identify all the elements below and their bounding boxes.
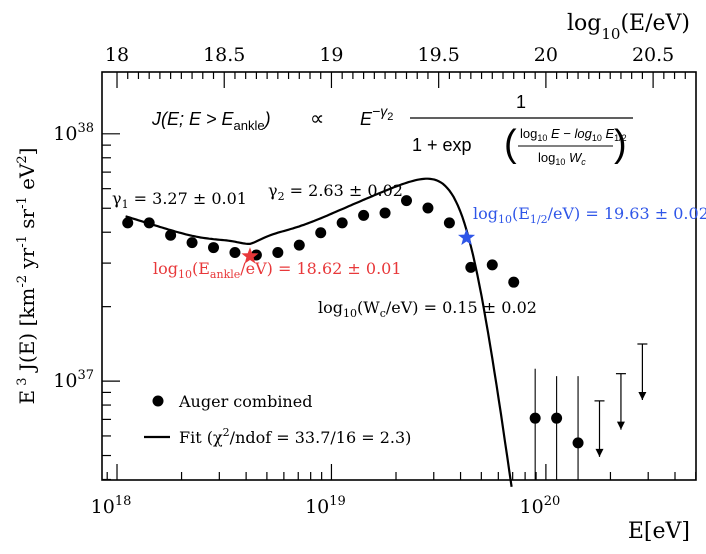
ankle-annotation: log10(Eankle/eV) = 18.62 ± 0.01 [153,259,402,281]
ehalf-annotation: log10(E1/2/eV) = 19.63 ± 0.02 [473,204,706,226]
axis-ticks [102,72,697,481]
data-point [165,229,177,241]
data-point [529,412,541,424]
formula: J(E; E > Eankle) ∝ E−γ2 1 1 + exp ( ) lo… [151,92,633,167]
ankle-star [241,247,259,264]
y-axis-tick-labels: 1037 1038 [53,121,94,392]
wc-annotation: log10(Wc/eV) = 0.15 ± 0.02 [318,298,537,320]
data-point [143,217,155,229]
data-point [401,195,413,207]
x-axis-tick-labels: 1018 1019 1020 [91,494,561,518]
formula-lhs: J(E; E > Eankle) [151,109,271,133]
data-point [508,276,520,288]
data-point [336,217,348,229]
upper-limit-arrowhead [638,392,647,400]
data-point [358,209,370,221]
formula-paren-right: ) [614,123,627,165]
top-tick-label: 19.5 [418,44,460,66]
data-point [443,217,455,229]
top-tick-label: 18.5 [203,44,245,66]
fit-curve-line [125,177,513,487]
ehalf-star [458,228,476,245]
upper-limit-arrows [594,343,648,457]
star-markers [241,228,476,264]
data-point [465,261,477,273]
x-tick-label: 1018 [91,494,132,518]
formula-numerator: 1 [516,92,526,112]
data-point [422,202,434,214]
data-point [186,237,198,249]
top-tick-label: 20.5 [632,44,674,66]
top-tick-label: 18 [105,44,129,66]
top-tick-label: 19 [319,44,343,66]
gamma1-annotation: γ1 = 3.27 ± 0.01 [112,189,247,211]
top-tick-label: 20 [534,44,558,66]
x-tick-label: 1020 [520,494,561,518]
formula-den-prefix: 1 + exp [412,135,472,155]
x-tick-label: 1019 [305,494,346,518]
x-axis-title: E[eV] [628,519,690,544]
top-axis-title: log10(E/eV) [567,11,690,43]
data-point [572,437,584,449]
data-point [229,247,241,259]
data-point [293,239,305,251]
data-points [122,195,584,449]
y-tick-label: 1038 [53,121,94,145]
top-axis-tick-labels: 18 18.5 19 19.5 20 20.5 [105,44,674,66]
legend-circle-marker [152,395,164,407]
plot-frame [101,71,697,481]
y-axis-title: E 3 J(E) [km-2 yr-1 sr-1 eV2] [15,148,39,405]
upper-limit-arrowhead [595,448,604,457]
data-point [551,412,563,424]
error-bars [534,368,579,480]
data-point [486,259,498,271]
y-tick-label: 1037 [53,368,94,392]
data-point [122,217,134,229]
formula-prop: ∝ [310,108,324,130]
data-point [272,247,284,259]
formula-inner-denominator: log10 Wc [538,150,586,167]
data-point [315,227,327,239]
legend: Auger combined Fit (χ2/ndof = 33.7/16 = … [144,392,411,447]
data-point [208,242,220,254]
formula-paren-left: ( [504,123,517,165]
formula-inner-numerator: log10 E − log10 E1/2 [520,126,627,143]
legend-label-data: Auger combined [178,392,312,411]
gamma2-annotation: γ2 = 2.63 ± 0.02 [268,181,403,203]
upper-limit-arrowhead [616,421,625,430]
legend-label-fit: Fit (χ2/ndof = 33.7/16 = 2.3) [179,426,411,447]
formula-power: E−γ2 [360,103,393,129]
data-point [379,207,391,219]
